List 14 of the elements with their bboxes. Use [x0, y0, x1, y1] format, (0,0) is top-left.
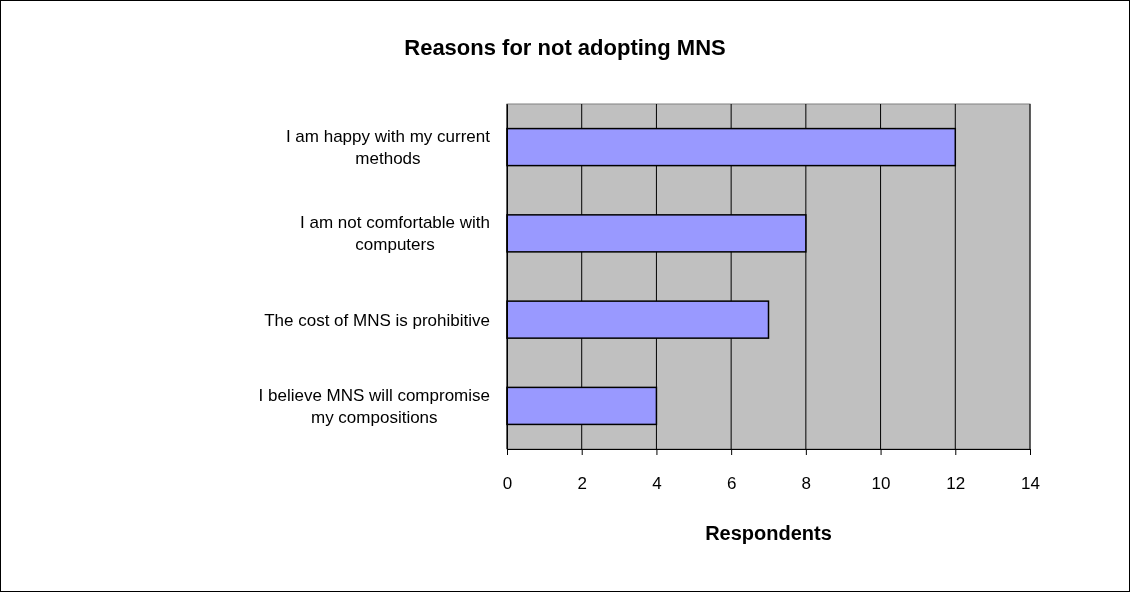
y-tick-label: I believe MNS will compromise my compositions — [258, 385, 490, 427]
x-tick-label: 14 — [1021, 474, 1040, 494]
x-axis-title: Respondents — [705, 522, 832, 544]
y-tick-label: The cost of MNS is prohibitive — [264, 310, 490, 330]
y-tick-label: I am not comfortable with computers — [300, 213, 490, 255]
x-tick-label: 6 — [726, 474, 737, 494]
x-tick-label: 12 — [946, 474, 966, 494]
chart-title: Reasons for not adopting MNS — [404, 35, 726, 60]
y-tick-label: I am happy with my current methods — [285, 127, 491, 169]
x-tick-label: 0 — [502, 474, 513, 494]
x-tick-label: 10 — [871, 474, 891, 494]
x-tick-label: 4 — [652, 474, 662, 494]
x-tick-label: 8 — [801, 474, 812, 494]
x-tick-label: 2 — [577, 474, 587, 494]
